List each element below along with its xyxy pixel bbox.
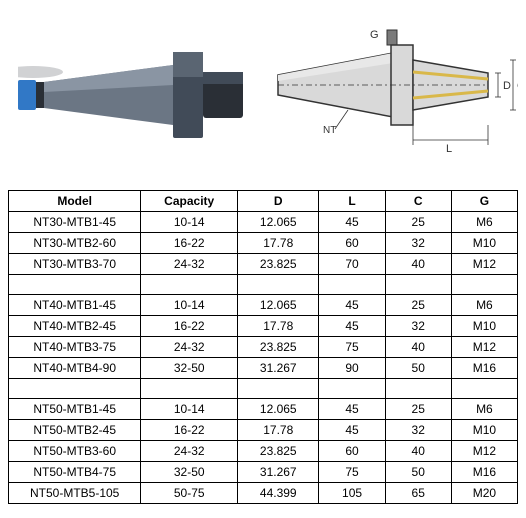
spec-table: Model Capacity D L C G NT30-MTB1-4510-14… — [8, 190, 518, 504]
table-row: NT40-MTB3-7524-3223.8257540M12 — [9, 337, 518, 358]
table-row: NT30-MTB2-6016-2217.786032M10 — [9, 233, 518, 254]
tool-holder-photo — [18, 40, 248, 150]
table-row: NT50-MTB4-7532-5031.2677550M16 — [9, 462, 518, 483]
label-d: D — [503, 80, 511, 92]
table-row: NT50-MTB3-6024-3223.8256040M12 — [9, 441, 518, 462]
col-header-c: C — [385, 191, 451, 212]
label-g: G — [370, 29, 379, 41]
table-row: NT40-MTB1-4510-1412.0654525M6 — [9, 295, 518, 316]
tool-holder-diagram: G D C NT L — [273, 25, 518, 175]
table-row: NT40-MTB4-9032-5031.2679050M16 — [9, 358, 518, 379]
label-c: C — [517, 80, 518, 92]
table-row: NT50-MTB1-4510-1412.0654525M6 — [9, 399, 518, 420]
col-header-model: Model — [9, 191, 141, 212]
label-nt: NT — [323, 125, 336, 136]
table-row: NT50-MTB2-4516-2217.784532M10 — [9, 420, 518, 441]
product-image-area: G D C NT L — [8, 10, 518, 175]
table-body: NT30-MTB1-4510-1412.0654525M6 NT30-MTB2-… — [9, 212, 518, 504]
table-row: NT50-MTB5-10550-7544.39910565M20 — [9, 483, 518, 504]
col-header-capacity: Capacity — [141, 191, 238, 212]
col-header-d: D — [238, 191, 319, 212]
header-row: Model Capacity D L C G — [9, 191, 518, 212]
spacer-row — [9, 379, 518, 399]
col-header-l: L — [319, 191, 385, 212]
label-l: L — [446, 143, 452, 155]
spacer-row — [9, 275, 518, 295]
table-row: NT40-MTB2-4516-2217.784532M10 — [9, 316, 518, 337]
table-row: NT30-MTB1-4510-1412.0654525M6 — [9, 212, 518, 233]
col-header-g: G — [451, 191, 517, 212]
table-row: NT30-MTB3-7024-3223.8257040M12 — [9, 254, 518, 275]
